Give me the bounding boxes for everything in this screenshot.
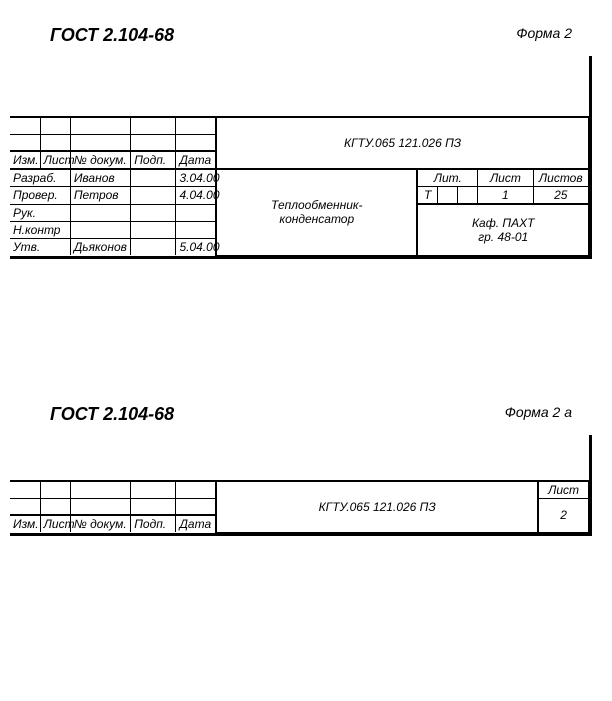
hdr2-izm: Изм.	[10, 515, 40, 532]
hdr-izm: Изм.	[10, 151, 40, 169]
row-utv-date: 5.04.00	[176, 238, 216, 255]
title-block-form2a: КГТУ.065 121.026 ПЗ Лист 2 Изм. Лист № д…	[10, 435, 592, 536]
row-nkontr-label: Н.контр	[10, 221, 70, 238]
list-label-2: Лист	[538, 481, 588, 499]
doc-code-1: КГТУ.065 121.026 ПЗ	[216, 117, 588, 169]
forma-label-1: Форма 2	[516, 25, 572, 46]
lit-val: Т	[417, 187, 437, 205]
row-razrab-name: Иванов	[70, 169, 130, 187]
gost-title-2: ГОСТ 2.104-68	[50, 404, 174, 425]
listov-label: Листов	[533, 169, 588, 187]
forma-label-2: Форма 2 а	[505, 404, 572, 425]
list-val: 1	[478, 187, 533, 205]
listov-val: 25	[533, 187, 588, 205]
hdr2-podp: Подп.	[131, 515, 176, 532]
gost-title-1: ГОСТ 2.104-68	[50, 25, 174, 46]
list-label: Лист	[478, 169, 533, 187]
hdr-data: Дата	[176, 151, 216, 169]
row-razrab-label: Разраб.	[10, 169, 70, 187]
lit-label: Лит.	[417, 169, 477, 187]
hdr-ndoc: № докум.	[70, 151, 130, 169]
hdr-list: Лист	[40, 151, 70, 169]
row-prover-date: 4.04.00	[176, 187, 216, 205]
title-block-form2: КГТУ.065 121.026 ПЗ Изм. Лист № докум. П…	[10, 56, 592, 259]
hdr2-data: Дата	[176, 515, 216, 532]
row-utv-label: Утв.	[10, 238, 70, 255]
org: Каф. ПАХТгр. 48-01	[417, 204, 588, 255]
hdr2-ndoc: № докум.	[70, 515, 130, 532]
doc-code-2: КГТУ.065 121.026 ПЗ	[216, 481, 538, 533]
row-prover-name: Петров	[70, 187, 130, 205]
list-val-2: 2	[538, 498, 588, 532]
hdr2-list: Лист	[40, 515, 70, 532]
row-razrab-date: 3.04.00	[176, 169, 216, 187]
row-utv-name: Дьяконов	[70, 238, 130, 255]
hdr-podp: Подп.	[131, 151, 176, 169]
row-prover-label: Провер.	[10, 187, 70, 205]
description: Теплообменник-конденсатор	[216, 169, 417, 255]
row-ruk-label: Рук.	[10, 204, 70, 221]
